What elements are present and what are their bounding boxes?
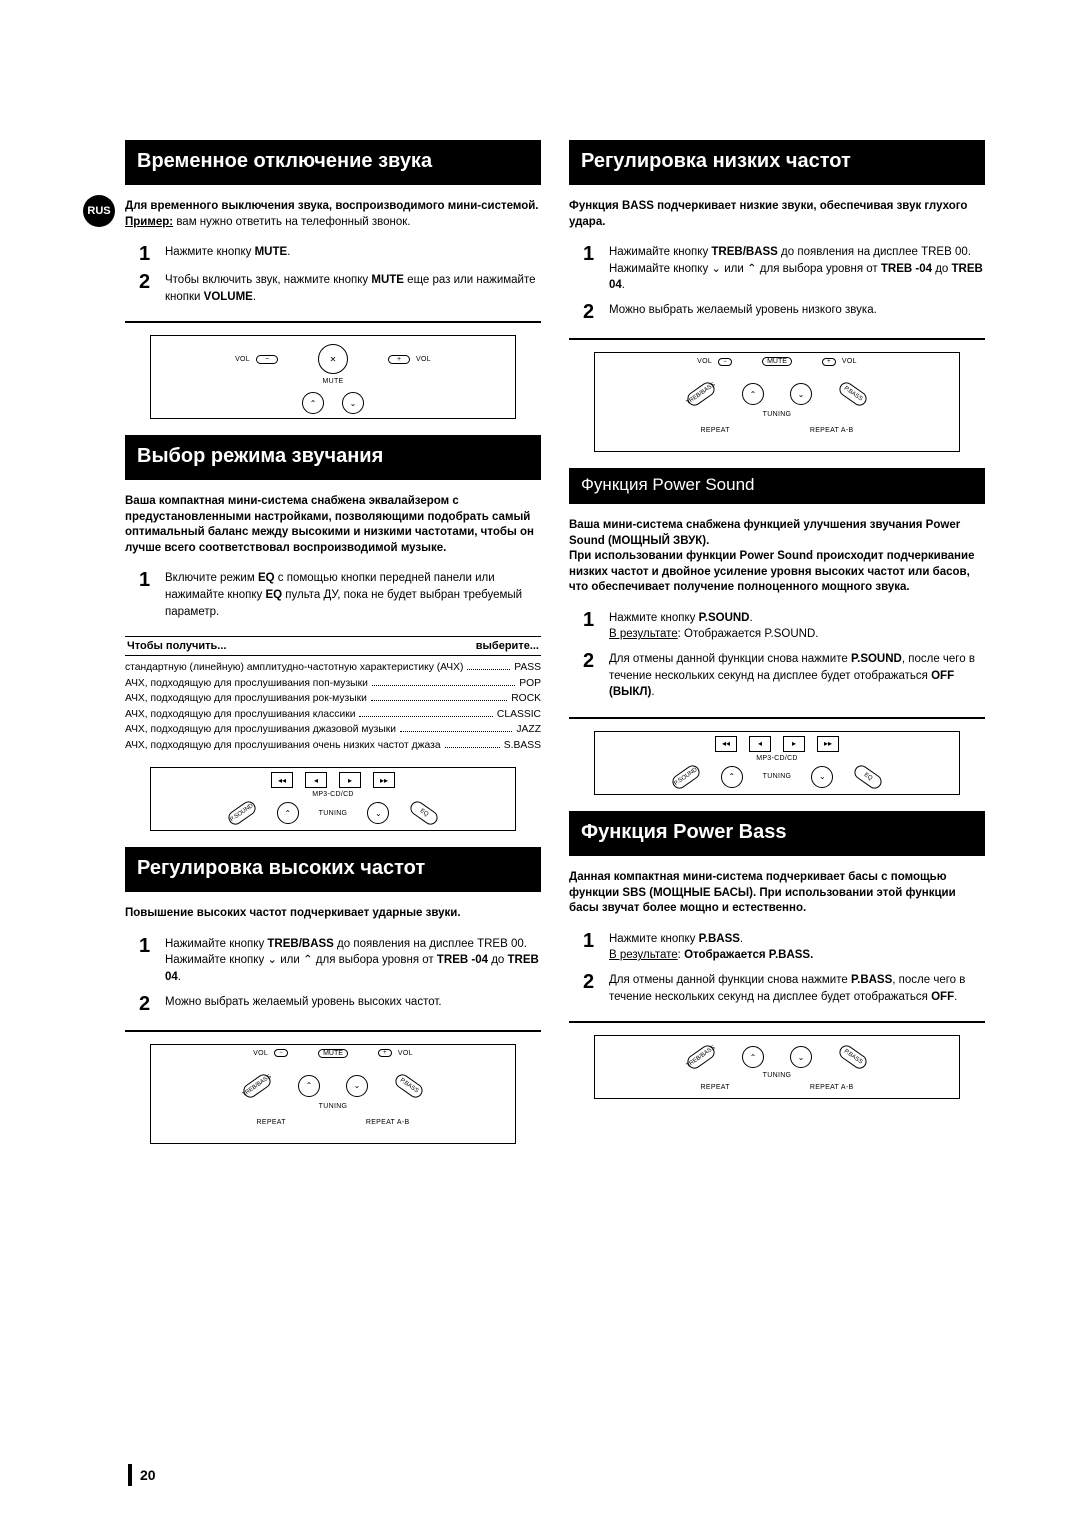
heading-pbass: Функция Power Bass — [569, 811, 985, 856]
step: Для отмены данной функции снова нажмите … — [609, 651, 985, 701]
intro-treble: Повышение высоких частот подчеркивает уд… — [125, 906, 541, 922]
heading-bass: Регулировка низких частот — [569, 140, 985, 185]
heading-mute: Временное отключение звука — [125, 140, 541, 185]
step: Для отмены данной функции снова нажмите … — [609, 972, 985, 1005]
step: Нажмите кнопку P.SOUND.В результате: Ото… — [609, 610, 985, 643]
illustration-remote: VOL − MUTE + VOL TREB/BASS ⌃ ⌄ P.BASS TU… — [150, 1044, 516, 1144]
intro-eq: Ваша компактная мини-система снабжена эк… — [125, 494, 541, 556]
illustration-remote: ◂◂◂ ▸▸▸ MP3-CD/CD P.SOUND ⌃ TUNING ⌄ EQ — [150, 767, 516, 831]
table-row: АЧХ, подходящую для прослушивания рок-му… — [125, 691, 541, 706]
step: Нажмите кнопку P.BASS.В результате: Отоб… — [609, 931, 985, 964]
intro-psound: Ваша мини-система снабжена функцией улуч… — [569, 518, 985, 596]
illustration-remote: ◂◂◂ ▸▸▸ MP3-CD/CD P.SOUND ⌃ TUNING ⌄ EQ — [594, 731, 960, 795]
page-number: 20 — [128, 1464, 156, 1486]
region-badge: RUS — [83, 195, 115, 227]
illustration-remote: VOL − MUTE + VOL TREB/BASS ⌃ ⌄ P.BASS TU… — [594, 352, 960, 452]
step: Нажмите кнопку MUTE. — [165, 244, 541, 261]
table-row: АЧХ, подходящую для прослушивания поп-му… — [125, 676, 541, 691]
step: Можно выбрать желаемый уровень высоких ч… — [165, 994, 541, 1011]
intro-pbass: Данная компактная мини-система подчеркив… — [569, 870, 985, 917]
step: Можно выбрать желаемый уровень низкого з… — [609, 302, 985, 319]
intro-mute: Для временного выключения звука, воспрои… — [125, 199, 541, 230]
illustration-remote: TREB/BASS ⌃ ⌄ P.BASS TUNING REPEAT REPEA… — [594, 1035, 960, 1099]
table-row: стандартную (линейную) амплитудно-частот… — [125, 660, 541, 675]
table-row: АЧХ, подходящую для прослушивания джазов… — [125, 722, 541, 737]
illustration-remote: VOL − ✕ + VOL MUTE ⌃ ⌄ — [150, 335, 516, 419]
table-row: АЧХ, подходящую для прослушивания очень … — [125, 738, 541, 753]
intro-bass: Функция BASS подчеркивает низкие звуки, … — [569, 199, 985, 230]
step: Включите режим EQ с помощью кнопки перед… — [165, 570, 541, 620]
table-row: АЧХ, подходящую для прослушивания класси… — [125, 707, 541, 722]
step: Чтобы включить звук, нажмите кнопку MUTE… — [165, 272, 541, 305]
step: Нажимайте кнопку TREB/BASS до появления … — [609, 244, 985, 294]
steps-mute: 1Нажмите кнопку MUTE. 2Чтобы включить зв… — [139, 244, 541, 305]
heading-eq: Выбор режима звучания — [125, 435, 541, 480]
left-column: Временное отключение звука Для временног… — [125, 140, 541, 1160]
step: Нажимайте кнопку TREB/BASS до появления … — [165, 936, 541, 986]
heading-treble: Регулировка высоких частот — [125, 847, 541, 892]
subheading-psound: Функция Power Sound — [569, 468, 985, 504]
eq-table: Чтобы получить... выберите... стандартну… — [125, 636, 541, 753]
right-column: Регулировка низких частот Функция BASS п… — [569, 140, 985, 1160]
